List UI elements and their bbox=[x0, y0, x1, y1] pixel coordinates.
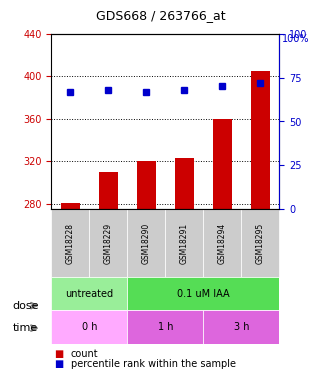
FancyBboxPatch shape bbox=[51, 277, 127, 310]
Bar bbox=[175, 158, 194, 209]
Text: dose: dose bbox=[13, 301, 39, 310]
FancyBboxPatch shape bbox=[165, 209, 203, 277]
Text: GSM18294: GSM18294 bbox=[218, 222, 227, 264]
Bar bbox=[213, 119, 232, 209]
FancyBboxPatch shape bbox=[203, 310, 279, 344]
Text: GDS668 / 263766_at: GDS668 / 263766_at bbox=[96, 9, 225, 22]
FancyBboxPatch shape bbox=[203, 209, 241, 277]
Text: percentile rank within the sample: percentile rank within the sample bbox=[71, 359, 236, 369]
Bar bbox=[251, 71, 270, 209]
FancyBboxPatch shape bbox=[51, 310, 127, 344]
FancyBboxPatch shape bbox=[127, 277, 279, 310]
FancyBboxPatch shape bbox=[127, 310, 203, 344]
Text: untreated: untreated bbox=[65, 289, 113, 298]
Bar bbox=[137, 161, 156, 209]
FancyBboxPatch shape bbox=[241, 209, 279, 277]
Text: GSM18295: GSM18295 bbox=[256, 222, 265, 264]
Text: GSM18290: GSM18290 bbox=[142, 222, 151, 264]
Text: GSM18228: GSM18228 bbox=[66, 222, 75, 264]
Text: count: count bbox=[71, 350, 98, 359]
Text: time: time bbox=[13, 323, 38, 333]
Text: 100%: 100% bbox=[282, 34, 309, 44]
Text: ■: ■ bbox=[55, 350, 64, 359]
Bar bbox=[61, 203, 80, 209]
FancyBboxPatch shape bbox=[89, 209, 127, 277]
FancyBboxPatch shape bbox=[51, 209, 89, 277]
Text: 3 h: 3 h bbox=[234, 322, 249, 332]
Text: 1 h: 1 h bbox=[158, 322, 173, 332]
Text: GSM18229: GSM18229 bbox=[104, 222, 113, 264]
Bar bbox=[99, 172, 118, 209]
Text: ■: ■ bbox=[55, 359, 64, 369]
Text: GSM18291: GSM18291 bbox=[180, 222, 189, 264]
Text: 0.1 uM IAA: 0.1 uM IAA bbox=[177, 289, 230, 298]
Text: 0 h: 0 h bbox=[82, 322, 97, 332]
FancyBboxPatch shape bbox=[127, 209, 165, 277]
